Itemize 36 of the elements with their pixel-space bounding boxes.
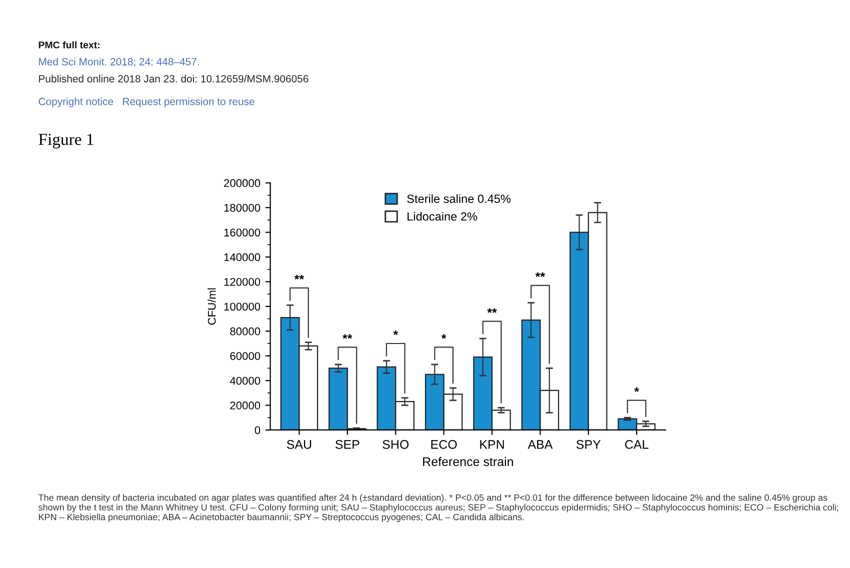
annotation: ** [487,308,497,313]
y-tick-label: 60000 [230,352,260,360]
y-tick-label: 120000 [224,278,260,286]
y-tick-label: 80000 [230,327,260,336]
legend-label: Lidocaine 2% [408,212,478,221]
y-tick-label: 100000 [224,302,260,311]
annotation: * [634,387,640,392]
y-tick-label: 140000 [224,253,260,262]
x-tick-label: KPN [480,440,504,449]
text: PMC full text: [38,41,100,48]
text: Copyright notice Request permission to reuse [38,98,254,108]
x-tick-label: CAL [625,440,648,449]
annotation: ** [535,272,546,278]
y-tick-label: 180000 [224,204,260,212]
y-tick-label: 160000 [224,228,260,236]
y-tick-label: 40000 [230,376,260,385]
x-tick-label: SEP [335,440,360,449]
annotation: ** [342,334,352,339]
x-tick-label: ABA [528,440,553,449]
x-tick-label: SHO [382,440,409,449]
x-axis-title: Reference strain [423,456,513,466]
text: The mean density of bacteria incubated on agar plates was quantified after 24 h (±standard deviation). * P<0.05 and ** P<0.01 for the difference between lidocaine 2% and the saline 0.45% group as shown by the t test in the Mann Whitney U test. CFU – Colony forming unit; SAU – Staphylococcus aureus; SEP – Staphylococcus epidermidis; SHO – Staphylococcus hominis; ECO – Escherichia coli; KPN – Klebsiella pneumoniae; ABA – Acinetobacter baumannii; SPY – Streptococcus pyogenes; CAL – Candida albicans. [38,494,838,522]
text: Med Sci Monit. 2018; 24: 448–457. [39,58,199,67]
annotation: * [393,330,398,336]
x-tick-label: ECO [431,440,457,449]
y-tick-label: 200000 [224,179,260,188]
x-tick-label: SPY [576,440,601,449]
y-axis-title: CFU/ml [208,288,216,325]
y-tick-label: 0 [254,426,260,434]
text: Published online 2018 Jan 23. doi: 10.12659/MSM.906056 [39,74,308,82]
text: Figure 1 [38,134,94,148]
y-tick-label: 20000 [230,402,260,410]
legend-label: Sterile saline 0.45% [407,194,511,203]
x-tick-label: SAU [286,440,312,449]
annotation: ** [294,274,304,280]
annotation: * [441,334,446,339]
